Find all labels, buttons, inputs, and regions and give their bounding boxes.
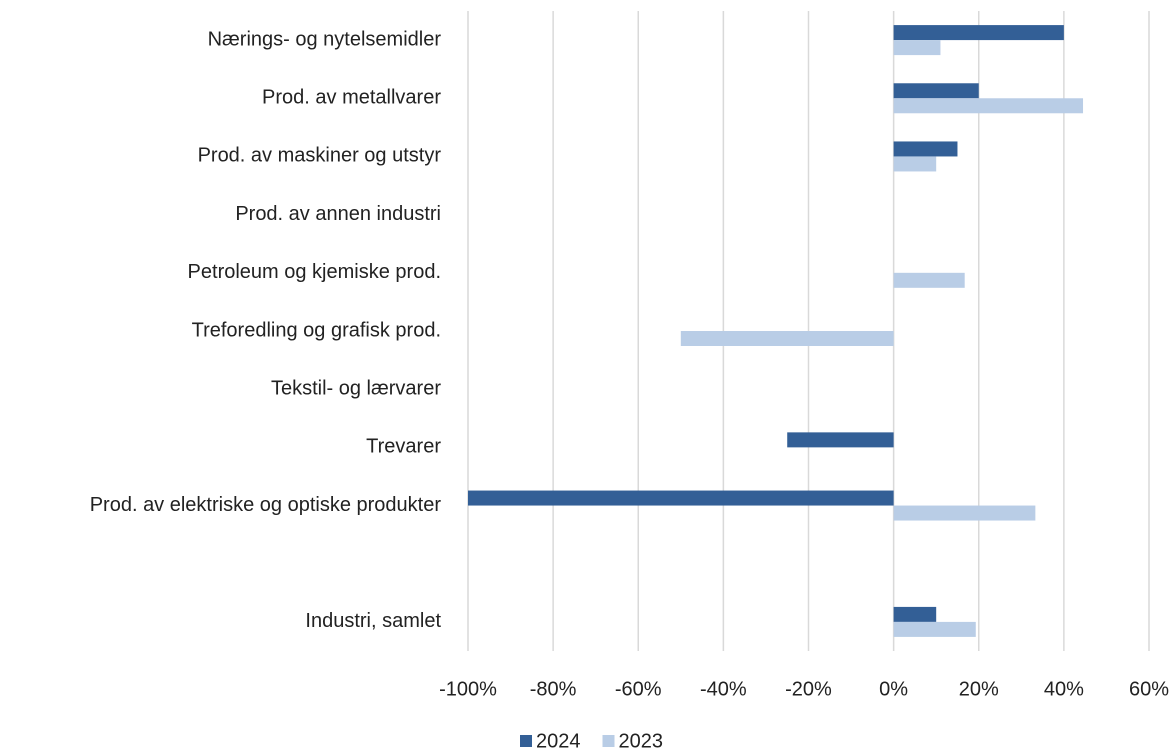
bar (680, 331, 894, 346)
x-tick-label: -100% (439, 678, 497, 700)
y-tick-label: Prod. av annen industri (235, 203, 441, 225)
y-tick-label: Prod. av metallvarer (262, 87, 441, 109)
bar (893, 156, 937, 172)
x-tick-label: 60% (1129, 678, 1169, 700)
y-tick-label: Prod. av maskiner og utstyr (198, 145, 442, 167)
x-tick-label: -20% (785, 678, 832, 700)
x-tick-label: -40% (700, 678, 747, 700)
bar (893, 141, 958, 157)
legend-swatch (602, 735, 615, 747)
bar (787, 432, 894, 448)
x-tick-label: 0% (879, 678, 908, 700)
bar (893, 606, 937, 622)
y-tick-label: Petroleum og kjemiske prod. (188, 261, 441, 283)
y-tick-label: Treforedling og grafisk prod. (192, 319, 441, 341)
x-tick-label: 40% (1044, 678, 1084, 700)
bar (468, 490, 894, 506)
legend-label: 2023 (619, 730, 664, 751)
legend-swatch (520, 735, 532, 747)
x-tick-label: 20% (959, 678, 999, 700)
bar (893, 621, 976, 637)
y-tick-label: Prod. av elektriske og optiske produkter (90, 494, 442, 516)
legend-label: 2024 (536, 730, 581, 751)
x-tick-label: -80% (530, 678, 577, 700)
y-tick-label: Tekstil- og lærvarer (271, 377, 441, 399)
bar (893, 272, 965, 288)
bar (893, 505, 1036, 521)
y-tick-label: Industri, samlet (305, 610, 441, 632)
y-tick-label: Trevarer (366, 436, 441, 458)
bar (893, 40, 941, 56)
y-tick-label: Nærings- og nytelsemidler (208, 28, 442, 50)
bar (893, 98, 1084, 114)
bar (893, 83, 979, 99)
x-tick-label: -60% (615, 678, 662, 700)
bar (893, 25, 1064, 41)
